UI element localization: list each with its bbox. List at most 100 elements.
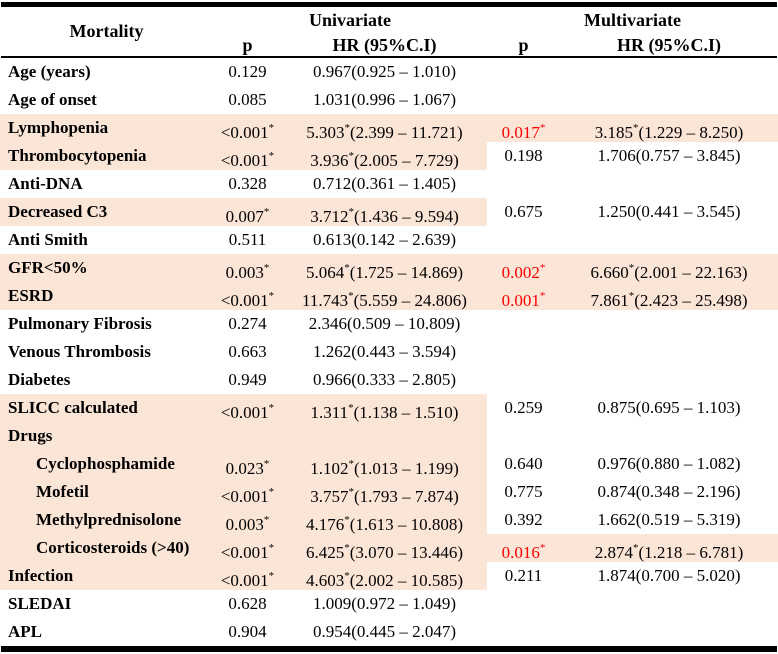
univariate-hr-cell: 3.712*(1.436 – 9.594) xyxy=(282,198,487,226)
multivariate-hr-cell xyxy=(560,618,778,646)
significance-asterisk: * xyxy=(268,542,275,554)
univariate-p-cell: 0.663 xyxy=(228,342,267,361)
corner-header-mortality: Mortality xyxy=(69,21,144,41)
multivariate-hr-cell: 1.662(0.519 – 5.319) xyxy=(597,510,741,529)
multivariate-hr-cell: 0.976(0.880 – 1.082) xyxy=(597,454,741,473)
table-body: Age (years) 0.129 0.967(0.925 – 1.010) A… xyxy=(0,58,778,646)
significance-asterisk: * xyxy=(348,458,354,470)
multivariate-p-cell xyxy=(487,226,560,254)
univariate-p-cell: 0.007* xyxy=(213,198,282,226)
mortality-label-cell: Lymphopenia xyxy=(0,114,213,142)
table-header: Mortality Univariate Multivariate p HR (… xyxy=(0,7,778,56)
mortality-label-cell: Diabetes xyxy=(8,370,71,389)
univariate-hr-cell: 3.936*(2.005 – 7.729) xyxy=(282,142,487,170)
mortality-label-cell: SLICC calculated xyxy=(0,394,213,422)
mortality-label-cell: Age (years) xyxy=(8,62,91,81)
mortality-label-cell: Drugs xyxy=(0,422,213,450)
table-row: Decreased C3 0.007* 3.712*(1.436 – 9.594… xyxy=(0,198,778,226)
mortality-label-cell: Infection xyxy=(0,562,213,590)
significance-asterisk: * xyxy=(348,150,354,162)
multivariate-hr-cell: 3.185*(1.229 – 8.250) xyxy=(560,114,778,142)
univariate-p-cell: 0.003* xyxy=(213,506,282,534)
multivariate-hr-cell: 1.706(0.757 – 3.845) xyxy=(597,146,741,165)
univariate-p-cell: <0.001* xyxy=(213,534,282,562)
subheader-multivariate-p: p xyxy=(518,34,529,55)
multivariate-hr-cell: 1.250(0.441 – 3.545) xyxy=(597,202,741,221)
significance-asterisk: * xyxy=(344,570,350,582)
univariate-hr-cell: 0.712(0.361 – 1.405) xyxy=(312,174,457,193)
mortality-label-cell: Anti Smith xyxy=(8,230,88,249)
table-row: Infection <0.001* 4.603*(2.002 – 10.585)… xyxy=(0,562,778,590)
significance-asterisk: * xyxy=(268,122,275,134)
multivariate-p-cell xyxy=(487,338,560,366)
univariate-hr-cell: 1.031(0.996 – 1.067) xyxy=(312,90,457,109)
mortality-label-cell: Anti-DNA xyxy=(8,174,83,193)
significance-asterisk: * xyxy=(539,290,546,302)
univariate-hr-cell: 1.102*(1.013 – 1.199) xyxy=(282,450,487,478)
mortality-label-cell: ESRD xyxy=(0,282,213,310)
mortality-label-cell: SLEDAI xyxy=(8,594,72,613)
multivariate-hr-cell: 2.874*(1.218 – 6.781) xyxy=(560,534,778,562)
univariate-hr-cell: 11.743*(5.559 – 24.806) xyxy=(282,282,487,310)
significance-asterisk: * xyxy=(263,206,270,218)
significance-asterisk: * xyxy=(632,122,639,134)
significance-asterisk: * xyxy=(268,486,275,498)
univariate-hr-cell: 0.967(0.925 – 1.010) xyxy=(312,62,457,81)
univariate-p-cell: 0.003* xyxy=(213,254,282,282)
multivariate-hr-cell xyxy=(560,58,778,86)
multivariate-p-cell xyxy=(487,590,560,618)
group-header-univariate: Univariate xyxy=(309,10,391,30)
significance-asterisk: * xyxy=(344,122,351,134)
multivariate-p-cell: 0.016* xyxy=(487,534,560,562)
table-row: APL 0.904 0.954(0.445 – 2.047) xyxy=(0,618,778,646)
significance-asterisk: * xyxy=(263,514,270,526)
table-row: Age (years) 0.129 0.967(0.925 – 1.010) xyxy=(0,58,778,86)
univariate-p-cell: 0.949 xyxy=(228,370,267,389)
significance-asterisk: * xyxy=(539,262,546,274)
table-row: Methylprednisolone 0.003* 4.176*(1.613 –… xyxy=(0,506,778,534)
univariate-p-cell: 0.085 xyxy=(228,90,267,109)
univariate-hr-cell: 0.966(0.333 – 2.805) xyxy=(312,370,457,389)
significance-asterisk: * xyxy=(344,514,350,526)
multivariate-p-cell xyxy=(487,310,560,338)
multivariate-p-cell: 0.198 xyxy=(504,146,543,165)
table-row: Lymphopenia <0.001* 5.303*(2.399 – 11.72… xyxy=(0,114,778,142)
univariate-p-cell: <0.001* xyxy=(213,142,282,170)
univariate-p-cell: 0.511 xyxy=(228,230,267,249)
subheader-univariate-p: p xyxy=(242,34,253,55)
univariate-p-cell: 0.904 xyxy=(228,622,267,641)
significance-asterisk: * xyxy=(344,262,350,274)
subheader-multivariate-hr: HR (95%C.I) xyxy=(617,34,721,55)
multivariate-hr-cell xyxy=(560,170,778,198)
significance-asterisk: * xyxy=(263,262,270,274)
univariate-hr-cell: 5.064*(1.725 – 14.869) xyxy=(282,254,487,282)
multivariate-hr-cell: 6.660*(2.001 – 22.163) xyxy=(560,254,778,282)
univariate-hr-cell: 1.311*(1.138 – 1.510) xyxy=(282,394,487,422)
univariate-p-cell: <0.001* xyxy=(213,282,282,310)
univariate-p-cell: 0.328 xyxy=(228,174,267,193)
table-row: Drugs xyxy=(0,422,778,450)
multivariate-p-cell: 0.211 xyxy=(504,566,543,585)
multivariate-p-cell: 0.001* xyxy=(487,282,560,310)
univariate-hr-cell: 5.303*(2.399 – 11.721) xyxy=(282,114,487,142)
table-row: Age of onset 0.085 1.031(0.996 – 1.067) xyxy=(0,86,778,114)
table-row: Mofetil <0.001* 3.757*(1.793 – 7.874) 0.… xyxy=(0,478,778,506)
univariate-hr-cell: 1.262(0.443 – 3.594) xyxy=(312,342,457,361)
multivariate-hr-cell: 0.874(0.348 – 2.196) xyxy=(597,482,741,501)
multivariate-p-cell xyxy=(487,618,560,646)
significance-asterisk: * xyxy=(348,486,354,498)
table-row: Anti Smith 0.511 0.613(0.142 – 2.639) xyxy=(0,226,778,254)
group-header-multivariate: Multivariate xyxy=(584,10,681,30)
mortality-label-cell: Venous Thrombosis xyxy=(8,342,151,361)
multivariate-p-cell xyxy=(487,170,560,198)
mortality-label-cell: Thrombocytopenia xyxy=(0,142,213,170)
significance-asterisk: * xyxy=(268,570,275,582)
multivariate-p-cell xyxy=(487,58,560,86)
mortality-label-cell: GFR<50% xyxy=(0,254,213,282)
significance-asterisk: * xyxy=(539,122,546,134)
univariate-p-cell: 0.274 xyxy=(228,314,267,333)
table-row: SLICC calculated <0.001* 1.311*(1.138 – … xyxy=(0,394,778,422)
table-row: Thrombocytopenia <0.001* 3.936*(2.005 – … xyxy=(0,142,778,170)
table-row: Pulmonary Fibrosis 0.274 2.346(0.509 – 1… xyxy=(0,310,778,338)
